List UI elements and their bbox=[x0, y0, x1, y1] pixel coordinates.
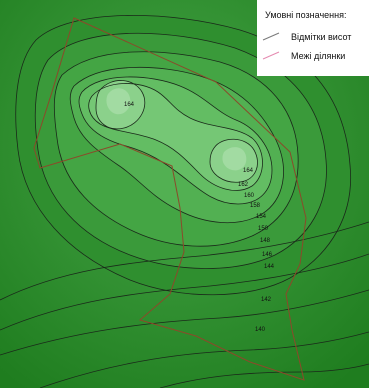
contour-line bbox=[0, 221, 369, 301]
elevation-label: 162 bbox=[238, 182, 249, 188]
contour-line bbox=[88, 83, 263, 191]
map-legend: Умовні позначення: Відмітки висот Межі д… bbox=[257, 0, 369, 76]
legend-title: Умовні позначення: bbox=[265, 10, 347, 20]
elevation-band bbox=[106, 88, 131, 115]
elevation-label: 144 bbox=[264, 264, 275, 270]
contour-line bbox=[39, 331, 369, 388]
elevation-label: 164 bbox=[124, 102, 135, 108]
contour-line bbox=[34, 32, 327, 269]
elevation-label: 146 bbox=[262, 252, 273, 258]
elevation-label: 164 bbox=[243, 168, 254, 174]
parcel-boundary-icon bbox=[262, 51, 280, 60]
legend-item-label: Межі ділянки bbox=[291, 51, 346, 61]
contour-line bbox=[95, 80, 146, 130]
elevation-label: 142 bbox=[261, 297, 272, 303]
elevation-label: 160 bbox=[244, 193, 255, 199]
elevation-contour-icon bbox=[262, 32, 280, 41]
contour-line bbox=[0, 289, 369, 356]
elevation-band bbox=[222, 147, 247, 171]
legend-item-boundary: Межі ділянки bbox=[261, 50, 367, 64]
contour-line bbox=[0, 253, 369, 331]
legend-item-label: Відмітки висот bbox=[291, 32, 352, 42]
parcel-boundary-line bbox=[33, 17, 307, 381]
contour-line bbox=[159, 363, 369, 388]
contour-line bbox=[69, 66, 284, 224]
elevation-label: 154 bbox=[256, 214, 267, 220]
elevation-label: 148 bbox=[260, 238, 271, 244]
legend-item-elevation: Відмітки висот bbox=[261, 31, 367, 45]
elevation-label: 150 bbox=[258, 226, 269, 232]
contour-line bbox=[78, 76, 273, 205]
elevation-label: 140 bbox=[255, 327, 266, 333]
contour-line bbox=[209, 138, 258, 183]
elevation-labels: 164 164 162 160 158 154 150 148 146 144 … bbox=[124, 102, 275, 333]
contour-lines bbox=[0, 14, 369, 388]
elevation-label: 158 bbox=[250, 203, 261, 209]
